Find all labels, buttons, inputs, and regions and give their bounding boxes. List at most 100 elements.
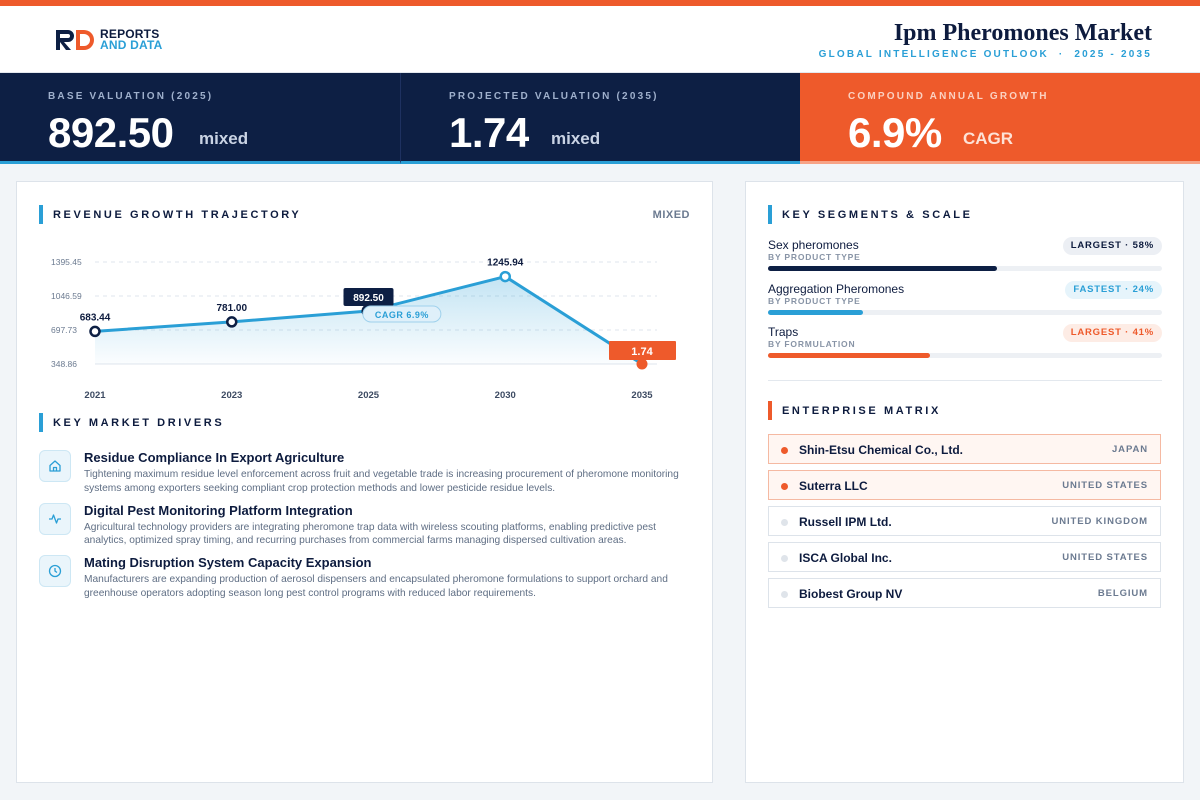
driver-item: Residue Compliance In Export Agriculture…: [39, 450, 699, 502]
segment-bar-track: [768, 353, 1162, 358]
y-tick-label: 1046.59: [51, 291, 82, 301]
segments-section-title: KEY SEGMENTS & SCALE: [782, 208, 973, 221]
status-dot-icon: [781, 447, 788, 454]
driver-description: Manufacturers are expanding production o…: [84, 574, 668, 599]
segment-row: Aggregation Pheromones BY PRODUCT TYPE F…: [768, 281, 1162, 322]
company-name: Suterra LLC: [799, 479, 868, 493]
driver-title: Digital Pest Monitoring Platform Integra…: [84, 502, 353, 518]
x-tick-label: 2035: [631, 390, 653, 401]
driver-title: Residue Compliance In Export Agriculture: [84, 450, 345, 465]
company-country: UNITED STATES: [1062, 480, 1148, 491]
kpi-strip: BASE VALUATION (2025) 892.50 mixed PROJE…: [0, 73, 1200, 164]
section-accent-bar: [768, 401, 772, 420]
drivers-list: Residue Compliance In Export Agriculture…: [39, 450, 699, 608]
data-label-bg: [343, 288, 394, 307]
segment-badge: LARGEST · 58%: [1062, 237, 1162, 255]
segment-name: Aggregation Pheromones: [768, 282, 905, 296]
company-country: JAPAN: [1112, 444, 1148, 455]
status-dot-icon: [781, 555, 788, 562]
segment-name: Sex pheromones: [768, 238, 859, 252]
data-label: 781.00: [216, 303, 247, 314]
company-name: Shin-Etsu Chemical Co., Ltd.: [799, 443, 964, 457]
enterprise-section-header: ENTERPRISE MATRIX: [768, 401, 941, 420]
status-dot-icon: [781, 519, 788, 526]
segment-category: BY FORMULATION: [768, 339, 856, 349]
data-label-bg: [609, 341, 676, 360]
brand-logo[interactable]: REPORTS AND DATA: [54, 28, 162, 52]
home-icon: [39, 450, 71, 482]
page-header: REPORTS AND DATA Ipm Pheromones Market G…: [0, 6, 1200, 73]
kpi-label: PROJECTED VALUATION (2035): [449, 91, 659, 102]
kpi-value: 892.50: [48, 109, 174, 156]
segment-bar-fill: [768, 310, 863, 315]
kpi-unit: CAGR: [963, 129, 1014, 148]
segment-badge: LARGEST · 41%: [1062, 324, 1162, 342]
kpi-label: COMPOUND ANNUAL GROWTH: [848, 91, 1049, 102]
revenue-panel: REVENUE GROWTH TRAJECTORY MIXED 1395.45 1…: [16, 181, 713, 783]
status-dot-icon: [781, 483, 788, 490]
section-accent-bar: [39, 413, 43, 432]
section-accent-bar: [39, 205, 43, 224]
x-tick-label: 2023: [221, 390, 242, 401]
company-row[interactable]: Shin-Etsu Chemical Co., Ltd. JAPAN: [768, 434, 1161, 464]
segments-panel: KEY SEGMENTS & SCALE Sex pheromones BY P…: [745, 181, 1184, 783]
segment-row: Sex pheromones BY PRODUCT TYPE LARGEST ·…: [768, 237, 1162, 278]
company-country: BELGIUM: [1097, 588, 1148, 599]
drivers-section-title: KEY MARKET DRIVERS: [53, 416, 225, 429]
company-row[interactable]: ISCA Global Inc. UNITED STATES: [768, 542, 1161, 572]
company-name: ISCA Global Inc.: [799, 551, 892, 565]
driver-description: Agricultural technology providers are in…: [84, 521, 656, 547]
cagr-label: CAGR 6.9%: [375, 310, 429, 320]
company-country: UNITED KINGDOM: [1051, 516, 1148, 527]
segment-bar-fill: [768, 266, 997, 271]
segment-bar-track: [768, 266, 1162, 271]
company-row[interactable]: Suterra LLC UNITED STATES: [768, 470, 1161, 500]
segment-category: BY PRODUCT TYPE: [768, 296, 861, 306]
driver-description: Tightening maximum residue level enforce…: [84, 469, 679, 494]
segment-badge: FASTEST · 24%: [1065, 281, 1162, 299]
logo-mark-icon: [54, 28, 98, 52]
segment-category: BY PRODUCT TYPE: [768, 252, 861, 262]
kpi-unit: mixed: [551, 129, 601, 148]
revenue-section-title: REVENUE GROWTH TRAJECTORY: [53, 208, 302, 221]
kpi-value: 6.9%: [848, 109, 942, 156]
driver-item: Mating Disruption System Capacity Expans…: [39, 555, 699, 607]
data-label: 683.44: [80, 312, 111, 323]
y-tick-label: 697.73: [51, 325, 77, 335]
kpi-projected-valuation: PROJECTED VALUATION (2035) 1.74 mixed: [400, 73, 800, 164]
logo-text: REPORTS AND DATA: [100, 28, 162, 51]
activity-icon: [39, 502, 71, 535]
kpi-unit: mixed: [199, 129, 249, 148]
unit-tag: MIXED: [652, 209, 690, 221]
top-accent-bar: [0, 0, 1200, 6]
cagr-pill: [362, 305, 442, 323]
page-subtitle: GLOBAL INTELLIGENCE OUTLOOK · 2025 - 203…: [818, 49, 1152, 60]
data-point: [89, 325, 101, 338]
clock-icon: [39, 555, 71, 587]
segment-row: Traps BY FORMULATION LARGEST · 41%: [768, 324, 1162, 365]
segments-section-header: KEY SEGMENTS & SCALE: [768, 205, 973, 224]
y-tick-label: 1395.45: [51, 257, 82, 267]
data-point: [226, 316, 238, 328]
revenue-section-header: REVENUE GROWTH TRAJECTORY: [39, 205, 301, 224]
kpi-value: 1.74: [449, 109, 529, 156]
revenue-line-chart: 1395.45 1046.59 697.73 348.86 683.44 781.00 8…: [51, 257, 676, 401]
company-row[interactable]: Biobest Group NV BELGIUM: [768, 578, 1161, 608]
segment-bar-fill: [768, 353, 930, 358]
x-tick-label: 2021: [84, 390, 106, 401]
page-title: Ipm Pheromones Market: [893, 20, 1152, 46]
company-row[interactable]: Russell IPM Ltd. UNITED KINGDOM: [768, 506, 1161, 536]
data-point: [499, 270, 511, 283]
status-dot-icon: [781, 591, 788, 598]
data-label: 892.50: [353, 293, 384, 304]
x-tick-label: 2030: [495, 390, 516, 401]
segment-bar-track: [768, 310, 1162, 315]
y-tick-label: 348.86: [51, 359, 77, 369]
company-country: UNITED STATES: [1062, 552, 1148, 563]
section-divider: [768, 380, 1162, 381]
enterprise-section-title: ENTERPRISE MATRIX: [782, 404, 941, 417]
segment-name: Traps: [768, 325, 799, 339]
company-name: Russell IPM Ltd.: [799, 515, 892, 529]
driver-title: Mating Disruption System Capacity Expans…: [84, 555, 372, 570]
x-tick-label: 2025: [358, 390, 380, 401]
